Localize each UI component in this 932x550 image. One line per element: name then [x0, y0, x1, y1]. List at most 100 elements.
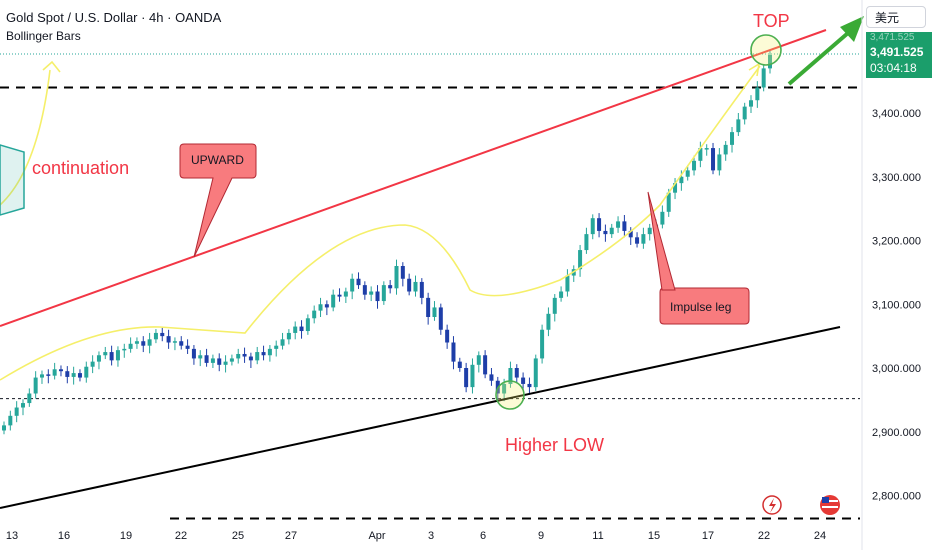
- candle-body: [419, 281, 424, 298]
- candle-body: [742, 106, 747, 120]
- candle-body: [305, 318, 310, 332]
- candle-body: [20, 403, 25, 408]
- candle-body: [52, 369, 57, 376]
- continuation-path: [0, 69, 51, 206]
- y-tick-label: 3,400.000: [872, 108, 921, 120]
- y-tick-label: 3,100.000: [872, 299, 921, 311]
- candle-body: [400, 266, 405, 279]
- candle-body: [280, 339, 285, 346]
- candle-body: [559, 291, 564, 298]
- candle-body: [540, 329, 545, 359]
- candle-body: [761, 68, 766, 88]
- candle-body: [635, 237, 640, 244]
- upward-callout-text: UPWARD: [191, 153, 244, 167]
- candle-body: [204, 355, 209, 363]
- currency-scale-button[interactable]: 美元: [866, 6, 926, 28]
- y-tick-label: 3,000.000: [872, 363, 921, 375]
- candle-body: [2, 425, 6, 431]
- candle-body: [432, 307, 437, 317]
- price-axis: 2,800.000 2,900.000 3,000.000 3,100.000 3,20…: [861, 0, 921, 550]
- candle-body: [413, 281, 418, 292]
- upper-trendline: [0, 29, 827, 327]
- candle-body: [407, 278, 412, 292]
- y-tick-label: 2,800.000: [872, 491, 921, 503]
- candle-body: [660, 211, 665, 225]
- symbol-title[interactable]: Gold Spot / U.S. Dollar · 4h · OANDA: [6, 10, 222, 25]
- candle-body: [704, 148, 709, 150]
- candle-body: [603, 230, 608, 235]
- candle-body: [14, 407, 19, 416]
- drawings: [0, 16, 864, 509]
- candle-body: [331, 294, 336, 308]
- candle-body: [546, 313, 551, 330]
- candle-body: [527, 383, 532, 388]
- candle-body: [103, 352, 108, 356]
- candle-body: [698, 148, 703, 161]
- candle-body: [185, 345, 190, 349]
- candle-body: [711, 148, 716, 171]
- breakout-arrow-shaft: [787, 31, 850, 86]
- candle-body: [730, 132, 735, 145]
- candle-body: [768, 54, 772, 69]
- candle-body: [337, 294, 342, 297]
- candle-body: [229, 358, 234, 362]
- candle-body: [147, 339, 152, 346]
- candle-body: [679, 176, 684, 184]
- candle-body: [236, 353, 241, 359]
- x-tick-label: 13: [6, 530, 18, 542]
- x-tick-label: 9: [538, 530, 544, 542]
- candle-body: [274, 345, 279, 349]
- candle-body: [248, 356, 253, 361]
- x-tick-label: 27: [285, 530, 297, 542]
- impulse-callout-pointer: [647, 191, 676, 291]
- candle-body: [717, 154, 722, 171]
- flag-stripe-icon: [822, 500, 838, 502]
- candle-body: [533, 358, 538, 388]
- candle-body: [476, 355, 481, 365]
- x-tick-label: 25: [232, 530, 244, 542]
- higher-low-label: Higher LOW: [505, 435, 604, 455]
- candle-body: [489, 374, 494, 381]
- candle-body: [578, 250, 583, 270]
- candle-body: [153, 332, 158, 340]
- candle-body: [692, 160, 697, 171]
- flag-stripe-icon: [822, 506, 838, 508]
- candle-body: [191, 348, 196, 359]
- y-tick-label: 3,300.000: [872, 172, 921, 184]
- y-tick-label: 3,200.000: [872, 236, 921, 248]
- candle-body: [293, 326, 298, 333]
- candle-body: [27, 393, 32, 404]
- last-price: 3,491.525: [870, 45, 924, 59]
- top-circle: [750, 34, 782, 66]
- candle-body: [394, 266, 399, 289]
- annotations: continuation UPWARD Impulse leg Higher LOW T…: [32, 11, 840, 515]
- candle-body: [736, 119, 741, 133]
- candle-body: [616, 221, 621, 228]
- candle-body: [521, 377, 526, 384]
- candle-body: [685, 170, 690, 177]
- candle-body: [388, 285, 393, 289]
- candle-body: [115, 350, 120, 361]
- candle-body: [58, 369, 63, 372]
- candle-body: [552, 297, 557, 314]
- candle-body: [508, 368, 513, 384]
- candle-body: [502, 383, 507, 394]
- upward-callout: [179, 143, 257, 258]
- candle-body: [343, 291, 348, 297]
- candle-body: [90, 361, 95, 367]
- candle-body: [622, 221, 627, 231]
- lightning-glyph-icon: [769, 498, 776, 513]
- candle-body: [84, 366, 89, 378]
- time-axis: 13 16 19 22 25 27 Apr 3 6 9 11 15 17 22 24: [6, 530, 826, 542]
- continuation-label: continuation: [32, 158, 129, 178]
- candle-body: [122, 348, 127, 351]
- candle-body: [128, 343, 133, 349]
- candle-body: [286, 332, 291, 340]
- candle-body: [457, 361, 462, 368]
- candle-body: [172, 341, 177, 343]
- indicator-label[interactable]: Bollinger Bars: [6, 29, 81, 43]
- flag-canton-icon: [822, 497, 829, 503]
- projection-path: [0, 65, 761, 381]
- candle-body: [39, 374, 44, 378]
